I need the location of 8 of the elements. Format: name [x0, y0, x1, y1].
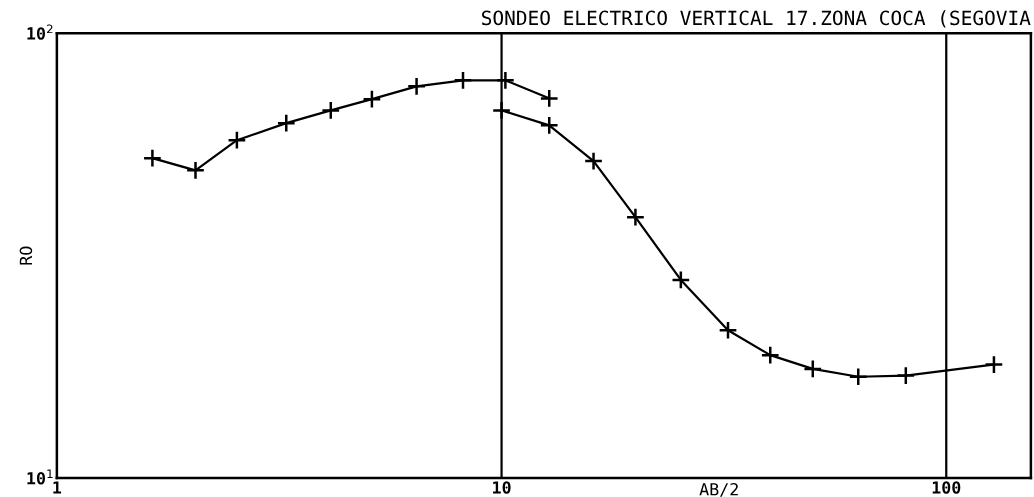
y-axis-title: RO [19, 246, 33, 265]
y-tick-label: 10$^{2}$ [27, 24, 53, 40]
x-axis-title: AB/2 [699, 482, 738, 497]
x-tick-label: 100 [932, 481, 961, 494]
y-tick-label: 10$^{1}$ [27, 469, 53, 485]
x-tick-label: 10 [493, 481, 511, 494]
x-tick-label: 1 [53, 481, 62, 494]
chart-title: SONDEO ELECTRICO VERTICAL 17.ZONA COCA (SEGOVIA [482, 10, 1031, 28]
